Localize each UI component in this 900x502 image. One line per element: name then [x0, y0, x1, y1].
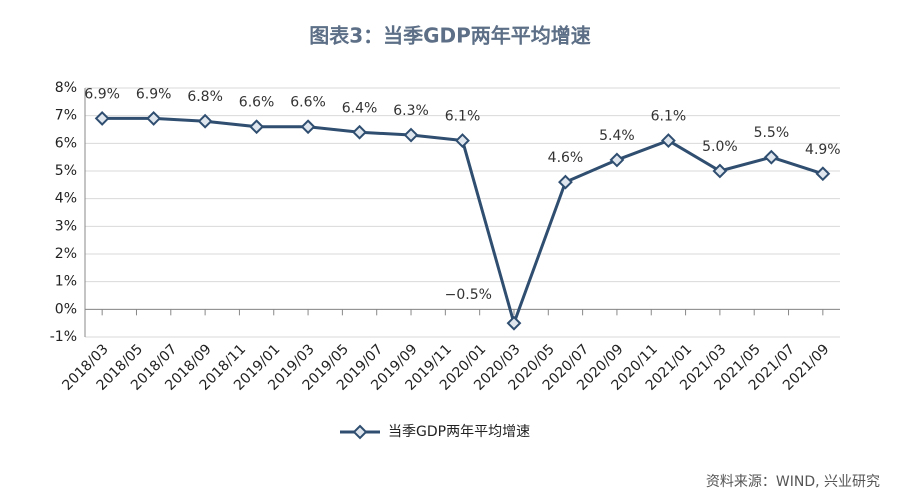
source: 资料来源：WIND, 兴业研究 — [706, 474, 880, 490]
marker — [660, 133, 676, 148]
value-label: 5.4% — [599, 128, 635, 144]
marker — [609, 152, 625, 168]
value-label: 5.0% — [702, 139, 738, 155]
marker — [763, 149, 779, 165]
value-label: 6.1% — [445, 109, 481, 125]
marker — [249, 119, 265, 135]
marker — [94, 111, 110, 126]
marker — [403, 127, 419, 143]
y-tick-label: 8% — [55, 80, 77, 96]
marker — [815, 166, 831, 182]
value-label: 4.9% — [805, 142, 841, 158]
value-label: 6.1% — [651, 109, 687, 125]
value-label: 6.6% — [290, 95, 326, 111]
value-label: 5.5% — [754, 125, 790, 141]
marker — [455, 133, 470, 148]
legend-label: 当季GDP两年平均增速 — [388, 424, 530, 440]
y-tick-label: 2% — [55, 246, 77, 262]
y-tick-label: 4% — [55, 191, 77, 207]
value-label: 6.8% — [187, 89, 223, 105]
marker — [146, 111, 162, 126]
marker — [197, 113, 213, 129]
y-tick-label: 5% — [55, 163, 77, 179]
value-label: 6.9% — [84, 86, 120, 102]
value-label: −0.5% — [445, 287, 492, 303]
y-tick-label: 0% — [55, 301, 77, 317]
legend-marker — [352, 424, 368, 440]
value-label: 4.6% — [548, 150, 584, 166]
marker — [558, 174, 573, 190]
y-tick-label: 7% — [55, 108, 77, 124]
y-tick-label: 1% — [55, 274, 77, 290]
value-label: 6.3% — [393, 103, 429, 119]
value-label: 6.4% — [342, 100, 378, 116]
value-label: 6.9% — [136, 86, 172, 102]
marker — [506, 315, 522, 331]
marker — [352, 124, 367, 140]
y-tick-label: -1% — [50, 329, 77, 345]
y-tick-label: 3% — [55, 218, 77, 234]
marker — [300, 119, 316, 135]
value-label: 6.6% — [239, 95, 275, 111]
marker — [712, 163, 728, 179]
y-tick-label: 6% — [55, 135, 77, 151]
chart-title: 图表3：当季GDP两年平均增速 — [309, 24, 591, 48]
